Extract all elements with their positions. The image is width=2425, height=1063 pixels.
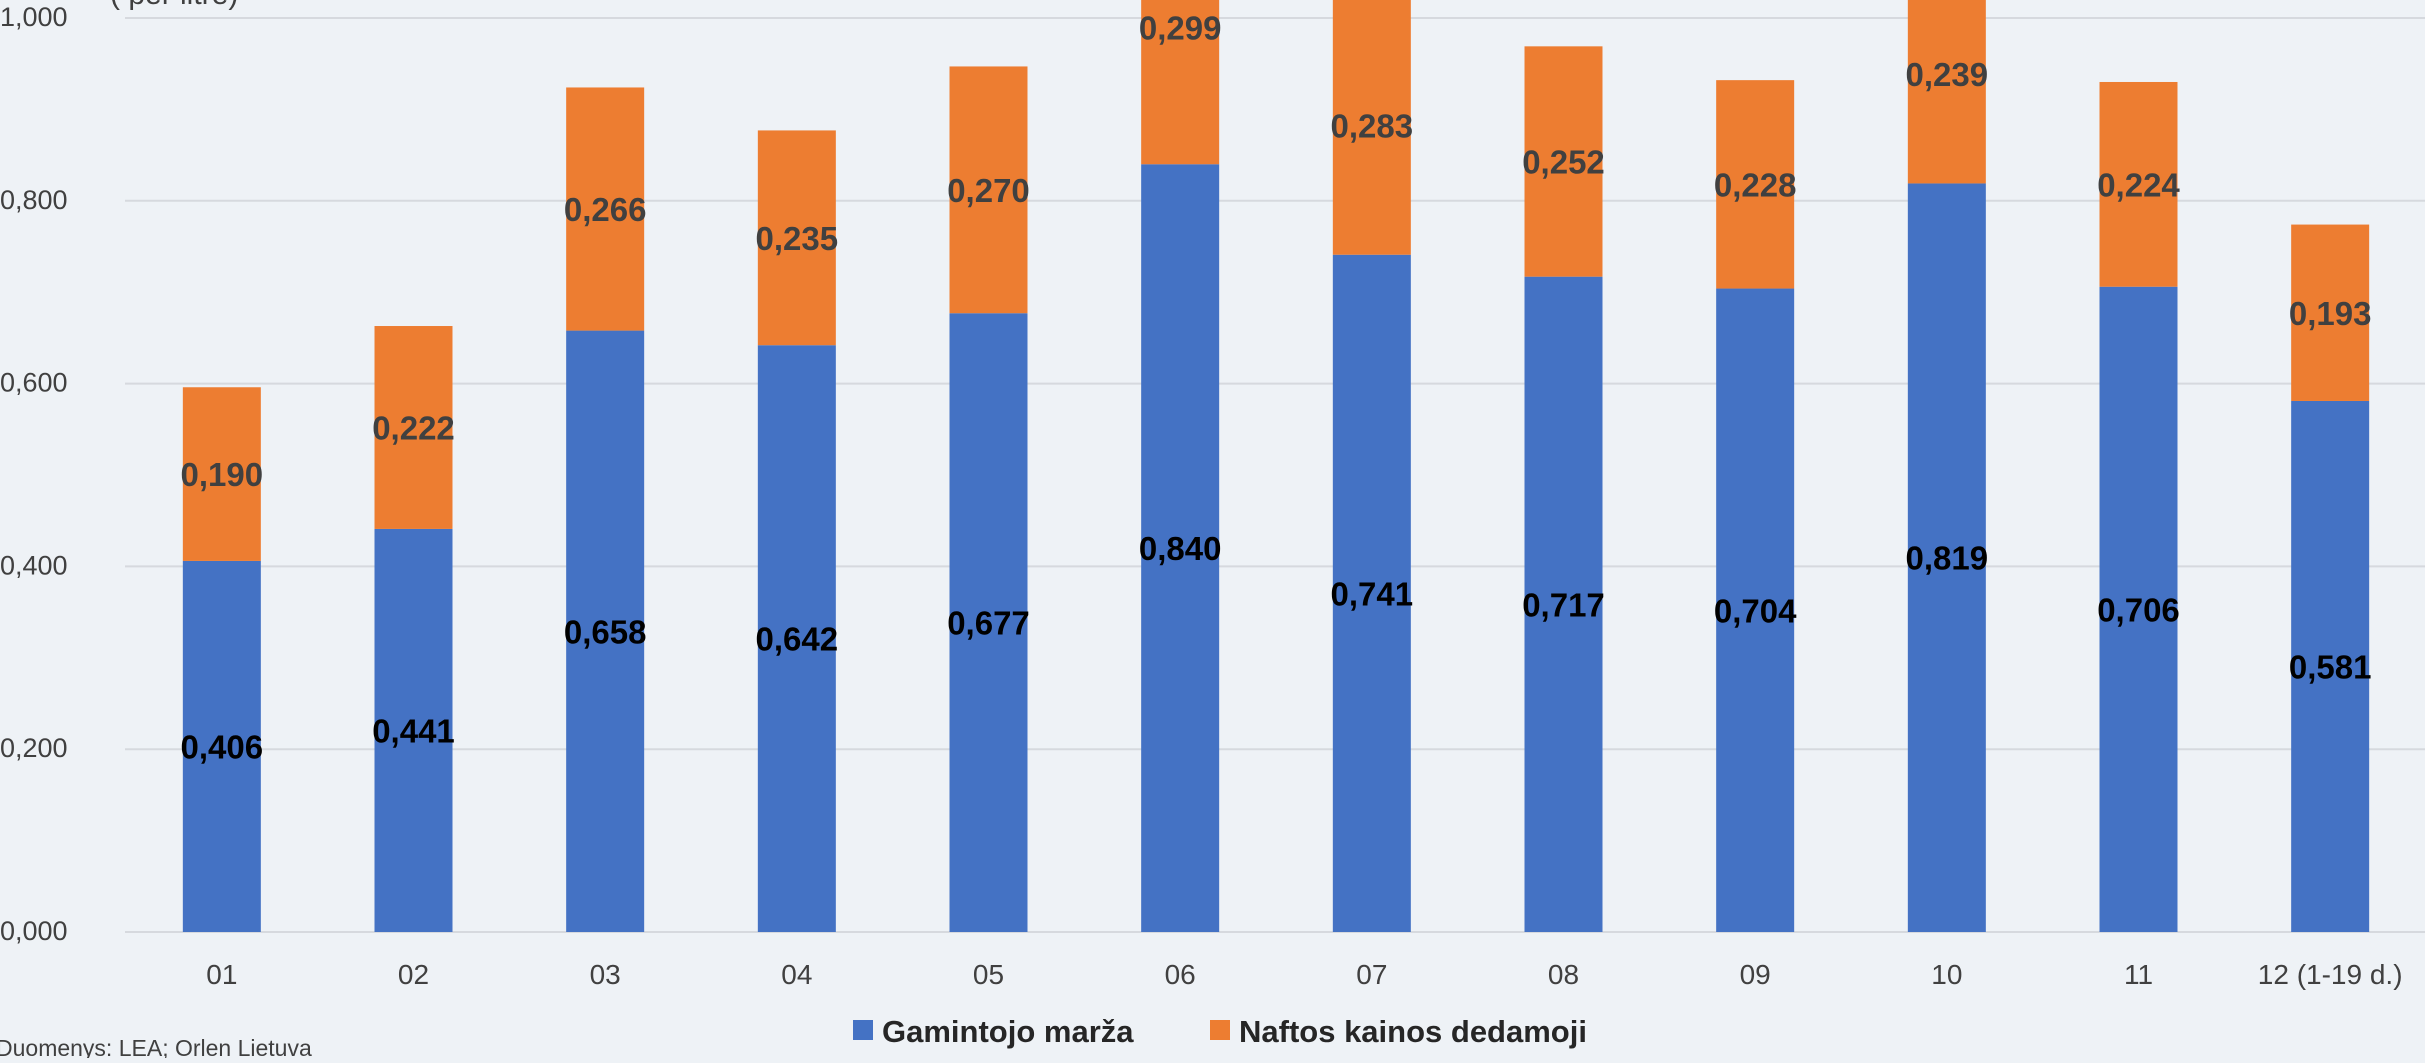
bar-gamintojo-marza: [949, 313, 1028, 932]
bar-gamintojo-marza: [182, 560, 261, 932]
bar-naftos-kainos: [566, 87, 645, 331]
legend-swatch-naftos-kainos: [1210, 1020, 1230, 1040]
legend-label-naftos-kainos: Naftos kainos dedamoji: [1239, 1014, 1587, 1049]
data-label-gamintojo-marza: 0,581: [2289, 648, 2372, 685]
data-label-gamintojo-marza: 0,706: [2097, 591, 2180, 628]
y-tick-label: 0,400: [0, 550, 68, 580]
y-tick-label: 0,200: [0, 733, 68, 763]
data-label-naftos-kainos: 0,235: [756, 220, 839, 257]
bar-gamintojo-marza: [566, 330, 645, 932]
bar-naftos-kainos: [1141, 0, 1220, 165]
chart-title-fragment: ( per litre): [110, 0, 238, 11]
bar-naftos-kainos: [757, 130, 836, 346]
bar-gamintojo-marza: [757, 345, 836, 932]
bar-gamintojo-marza: [2291, 400, 2370, 932]
bar-gamintojo-marza: [1332, 254, 1411, 932]
data-label-gamintojo-marza: 0,717: [1522, 586, 1605, 623]
data-label-naftos-kainos: 0,252: [1522, 143, 1605, 180]
x-tick-label: 07: [1356, 959, 1387, 990]
data-label-naftos-kainos: 0,299: [1139, 10, 1222, 47]
data-label-gamintojo-marza: 0,741: [1331, 575, 1414, 612]
bar-naftos-kainos: [374, 326, 453, 529]
x-tick-label: 02: [398, 959, 429, 990]
data-label-gamintojo-marza: 0,819: [1906, 540, 1989, 577]
bar-naftos-kainos: [1716, 80, 1795, 289]
x-tick-label: 10: [1931, 959, 1962, 990]
data-label-naftos-kainos: 0,190: [181, 456, 264, 493]
data-label-gamintojo-marza: 0,642: [756, 621, 839, 658]
y-tick-label: 0,000: [0, 916, 68, 946]
data-label-gamintojo-marza: 0,658: [564, 613, 647, 650]
data-label-gamintojo-marza: 0,406: [181, 728, 264, 765]
x-tick-label: 12 (1-19 d.): [2258, 959, 2403, 990]
bar-naftos-kainos: [1524, 46, 1603, 277]
data-label-gamintojo-marza: 0,677: [947, 605, 1030, 642]
data-label-gamintojo-marza: 0,441: [372, 712, 455, 749]
y-tick-label: 0,600: [0, 368, 68, 398]
bar-naftos-kainos: [1332, 0, 1411, 255]
bar-naftos-kainos: [1907, 0, 1986, 184]
data-label-naftos-kainos: 0,193: [2289, 295, 2372, 332]
bar-gamintojo-marza: [374, 528, 453, 932]
x-tick-label: 01: [206, 959, 237, 990]
x-tick-label: 08: [1548, 959, 1579, 990]
bar-gamintojo-marza: [1141, 164, 1220, 933]
data-label-naftos-kainos: 0,266: [564, 191, 647, 228]
bar-gamintojo-marza: [2099, 286, 2178, 932]
source-note: Duomenys: LEA; Orlen Lietuva: [0, 1035, 312, 1058]
data-label-naftos-kainos: 0,283: [1331, 107, 1414, 144]
y-tick-label: 0,800: [0, 185, 68, 215]
bar-naftos-kainos: [2291, 224, 2370, 401]
bar-gamintojo-marza: [1716, 288, 1795, 932]
x-tick-label: 05: [973, 959, 1004, 990]
data-label-naftos-kainos: 0,228: [1714, 166, 1797, 203]
x-tick-label: 09: [1740, 959, 1771, 990]
x-tick-label: 06: [1165, 959, 1196, 990]
bar-gamintojo-marza: [1524, 276, 1603, 932]
legend-label-gamintojo-marza: Gamintojo marža: [882, 1014, 1134, 1049]
data-label-naftos-kainos: 0,239: [1906, 56, 1989, 93]
data-label-naftos-kainos: 0,270: [947, 172, 1030, 209]
bar-gamintojo-marza: [1907, 183, 1986, 932]
legend-swatch-gamintojo-marza: [853, 1020, 873, 1040]
y-tick-label: 1,000: [0, 2, 68, 32]
x-tick-label: 03: [590, 959, 621, 990]
data-label-naftos-kainos: 0,224: [2097, 166, 2180, 203]
bar-naftos-kainos: [2099, 81, 2178, 287]
data-label-naftos-kainos: 0,222: [372, 409, 455, 446]
data-label-gamintojo-marza: 0,840: [1139, 530, 1222, 567]
x-tick-label: 04: [781, 959, 812, 990]
bar-naftos-kainos: [949, 66, 1028, 314]
bar-naftos-kainos: [182, 387, 261, 561]
data-label-gamintojo-marza: 0,704: [1714, 592, 1797, 629]
x-tick-label: 11: [2124, 959, 2153, 990]
